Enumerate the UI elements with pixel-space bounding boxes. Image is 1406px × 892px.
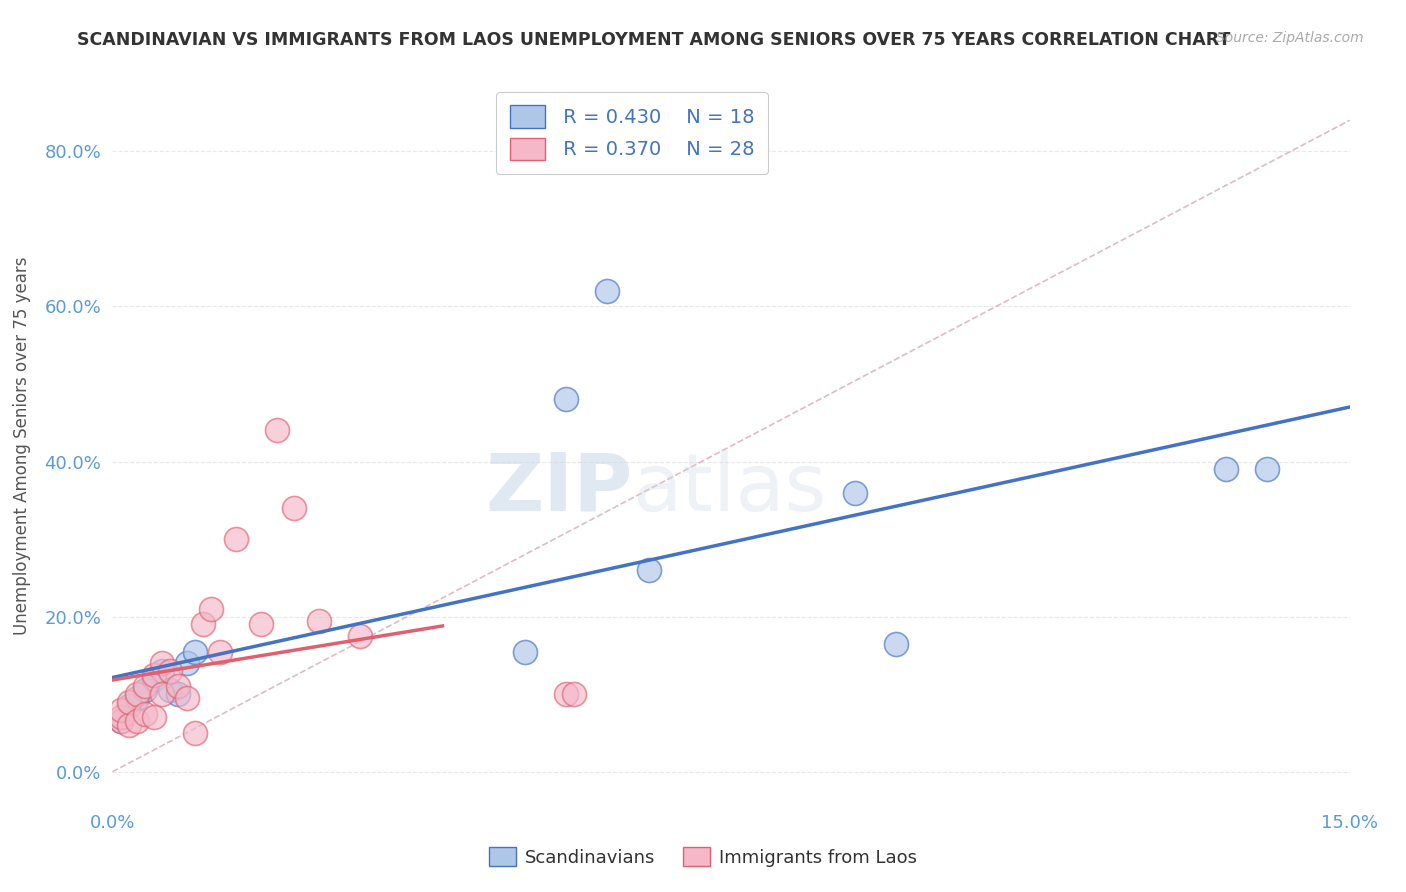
Point <box>176 656 198 670</box>
Point <box>200 602 222 616</box>
Point <box>167 680 190 694</box>
Point <box>142 668 165 682</box>
Point <box>349 629 371 643</box>
Point <box>134 706 156 721</box>
Point <box>159 664 181 678</box>
Point <box>167 687 190 701</box>
Point <box>308 614 330 628</box>
Text: atlas: atlas <box>633 450 827 528</box>
Point <box>110 703 132 717</box>
Point <box>283 501 305 516</box>
Point <box>1256 462 1278 476</box>
Point <box>142 672 165 686</box>
Point <box>555 687 578 701</box>
Point <box>596 284 619 298</box>
Point <box>184 726 207 740</box>
Point <box>266 424 288 438</box>
Point <box>118 698 141 713</box>
Point <box>142 710 165 724</box>
Point <box>127 691 149 706</box>
Legend: Scandinavians, Immigrants from Laos: Scandinavians, Immigrants from Laos <box>482 840 924 874</box>
Point <box>134 680 156 694</box>
Point <box>110 710 132 724</box>
Point <box>159 683 181 698</box>
Text: SCANDINAVIAN VS IMMIGRANTS FROM LAOS UNEMPLOYMENT AMONG SENIORS OVER 75 YEARS CO: SCANDINAVIAN VS IMMIGRANTS FROM LAOS UNE… <box>77 31 1230 49</box>
Text: ZIP: ZIP <box>485 450 633 528</box>
Point <box>250 617 273 632</box>
Point <box>208 644 231 658</box>
Point <box>110 714 132 729</box>
Point <box>134 683 156 698</box>
Point <box>176 691 198 706</box>
Y-axis label: Unemployment Among Seniors over 75 years: Unemployment Among Seniors over 75 years <box>13 257 31 635</box>
Point <box>110 714 132 729</box>
Point <box>118 695 141 709</box>
Point <box>637 563 659 577</box>
Point <box>225 532 247 546</box>
Point <box>564 687 586 701</box>
Point <box>193 617 215 632</box>
Point <box>127 714 149 729</box>
Point <box>127 687 149 701</box>
Legend:  R = 0.430    N = 18,  R = 0.370    N = 28: R = 0.430 N = 18, R = 0.370 N = 28 <box>496 92 768 174</box>
Point <box>513 644 536 658</box>
Point <box>150 664 173 678</box>
Point <box>884 637 907 651</box>
Point <box>1215 462 1237 476</box>
Point <box>150 656 173 670</box>
Text: Source: ZipAtlas.com: Source: ZipAtlas.com <box>1216 31 1364 45</box>
Point <box>150 687 173 701</box>
Point <box>184 644 207 658</box>
Point <box>555 392 578 407</box>
Point <box>844 485 866 500</box>
Point <box>118 718 141 732</box>
